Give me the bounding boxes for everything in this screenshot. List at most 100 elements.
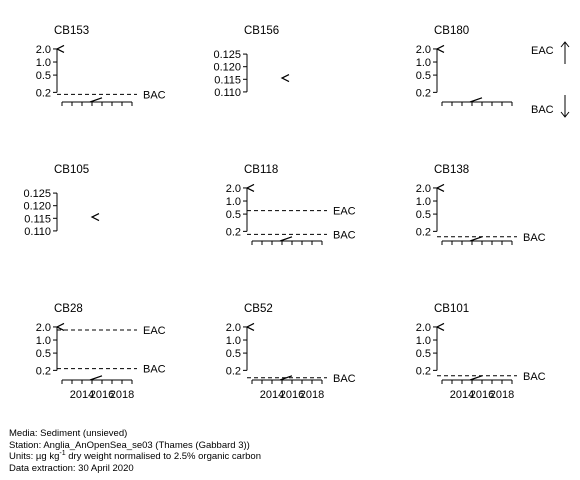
data-trend-line [279, 236, 293, 242]
y-tick-label: 0.125 [213, 49, 241, 61]
data-trend-line [89, 97, 103, 103]
panel-title: CB153 [54, 25, 89, 37]
panel-title: CB138 [434, 164, 469, 176]
panel-title: CB52 [244, 303, 273, 315]
y-tick-label: 0.2 [226, 226, 241, 238]
data-trend-line [279, 375, 293, 381]
y-tick-label: 0.5 [36, 70, 51, 82]
reference-label-bac: BAC [143, 89, 166, 101]
panel-cb138: CB138 0.2 0.51.02.0 BAC [416, 164, 546, 245]
data-point-less-than [55, 44, 65, 53]
y-tick-label: 0.5 [416, 209, 431, 221]
y-tick-label: 0.2 [416, 87, 431, 99]
y-tick-label: 1.0 [416, 57, 431, 69]
y-tick-label: 0.2 [226, 365, 241, 377]
arrow-label-eac: EAC [531, 45, 554, 57]
data-point-less-than [435, 322, 445, 331]
y-tick-label: 2.0 [36, 322, 51, 334]
x-tick-label: 2018 [110, 389, 134, 401]
x-tick-label: 2018 [490, 389, 514, 401]
footer-units-prefix: Units: µg kg [9, 451, 60, 463]
x-tick-label: 2014 [260, 389, 284, 401]
footer-units-exponent: -1 [59, 450, 66, 458]
y-tick-label: 0.5 [416, 348, 431, 360]
y-tick-label: 0.115 [24, 213, 51, 225]
y-tick-label: 0.5 [226, 209, 241, 221]
y-tick-label: 2.0 [416, 183, 431, 195]
y-tick-label: 2.0 [226, 183, 241, 195]
panel-cb180: CB180 0.2 0.51.02.0 EAC BAC [416, 25, 570, 118]
y-tick-label: 0.5 [226, 348, 241, 360]
y-tick-label: 1.0 [36, 335, 51, 347]
panel-title: CB105 [54, 164, 89, 176]
panel-title: CB101 [434, 303, 469, 315]
panel-title: CB180 [434, 25, 469, 37]
y-tick-label: 0.110 [24, 226, 51, 238]
y-tick-label: 0.120 [23, 201, 51, 213]
data-point-less-than [435, 44, 445, 53]
footer-units: Units: µg kg-1 dry weight normalised to … [9, 450, 261, 463]
x-tick-label: 2018 [300, 389, 324, 401]
x-tick-label: 2014 [450, 389, 474, 401]
data-point-less-than [245, 322, 255, 331]
y-tick-label: 1.0 [416, 196, 431, 208]
data-trend-line [469, 236, 483, 242]
x-tick-label: 2016 [470, 389, 494, 401]
y-tick-label: 0.5 [416, 70, 431, 82]
data-trend-line [469, 97, 483, 103]
x-tick-label: 2016 [280, 389, 304, 401]
y-tick-label: 0.2 [36, 365, 51, 377]
panel-cb118: CB118 0.2 0.51.02.0 EAC BAC [226, 164, 356, 245]
reference-label-bac: BAC [333, 373, 356, 385]
arrow-label-bac: BAC [531, 104, 554, 116]
footer-media: Media: Sediment (unsieved) [9, 428, 128, 439]
y-tick-label: 0.115 [214, 74, 241, 86]
panel-cb153: CB153 0.2 0.51.02.0 BAC [36, 25, 166, 106]
reference-label-bac: BAC [333, 229, 356, 241]
y-tick-label: 0.5 [36, 348, 51, 360]
y-tick-label: 2.0 [416, 322, 431, 334]
arrow-down-head-bac [560, 111, 570, 118]
panel-title: CB156 [244, 25, 279, 37]
y-tick-label: 1.0 [226, 196, 241, 208]
y-tick-label: 2.0 [226, 322, 241, 334]
x-tick-label: 2014 [70, 389, 94, 401]
y-tick-label: 0.2 [416, 226, 431, 238]
data-point-less-than [245, 183, 255, 192]
y-tick-label: 0.110 [214, 87, 241, 99]
arrow-up-head-eac [560, 41, 570, 48]
reference-label-bac: BAC [143, 364, 166, 376]
y-tick-label: 1.0 [36, 57, 51, 69]
panel-title: CB28 [54, 303, 83, 315]
reference-label-bac: BAC [523, 371, 546, 383]
x-tick-label: 2016 [90, 389, 114, 401]
y-tick-label: 0.125 [23, 188, 51, 200]
y-tick-label: 0.120 [213, 62, 241, 74]
data-point-less-than [435, 183, 445, 192]
data-point-less-than [280, 74, 290, 83]
y-tick-label: 1.0 [226, 335, 241, 347]
panel-title: CB118 [244, 164, 278, 176]
footer-extraction: Data extraction: 30 April 2020 [9, 462, 134, 474]
footer-station: Station: Anglia_AnOpenSea_se03 (Thames (… [9, 439, 250, 451]
y-tick-label: 2.0 [416, 44, 431, 56]
reference-label-eac: EAC [143, 325, 166, 337]
reference-label-eac: EAC [333, 206, 356, 218]
y-tick-label: 0.2 [416, 365, 431, 377]
data-trend-line [469, 375, 483, 381]
data-point-less-than [55, 322, 65, 331]
figure-footer: Media: Sediment (unsieved) Station: Angl… [9, 428, 261, 474]
data-point-less-than [90, 213, 100, 222]
reference-label-bac: BAC [523, 232, 546, 244]
footer-units-suffix: dry weight normalised to 2.5% organic ca… [65, 451, 261, 463]
y-tick-label: 2.0 [36, 44, 51, 56]
y-tick-label: 1.0 [416, 335, 431, 347]
data-trend-line [89, 375, 103, 381]
y-tick-label: 0.2 [36, 87, 51, 99]
